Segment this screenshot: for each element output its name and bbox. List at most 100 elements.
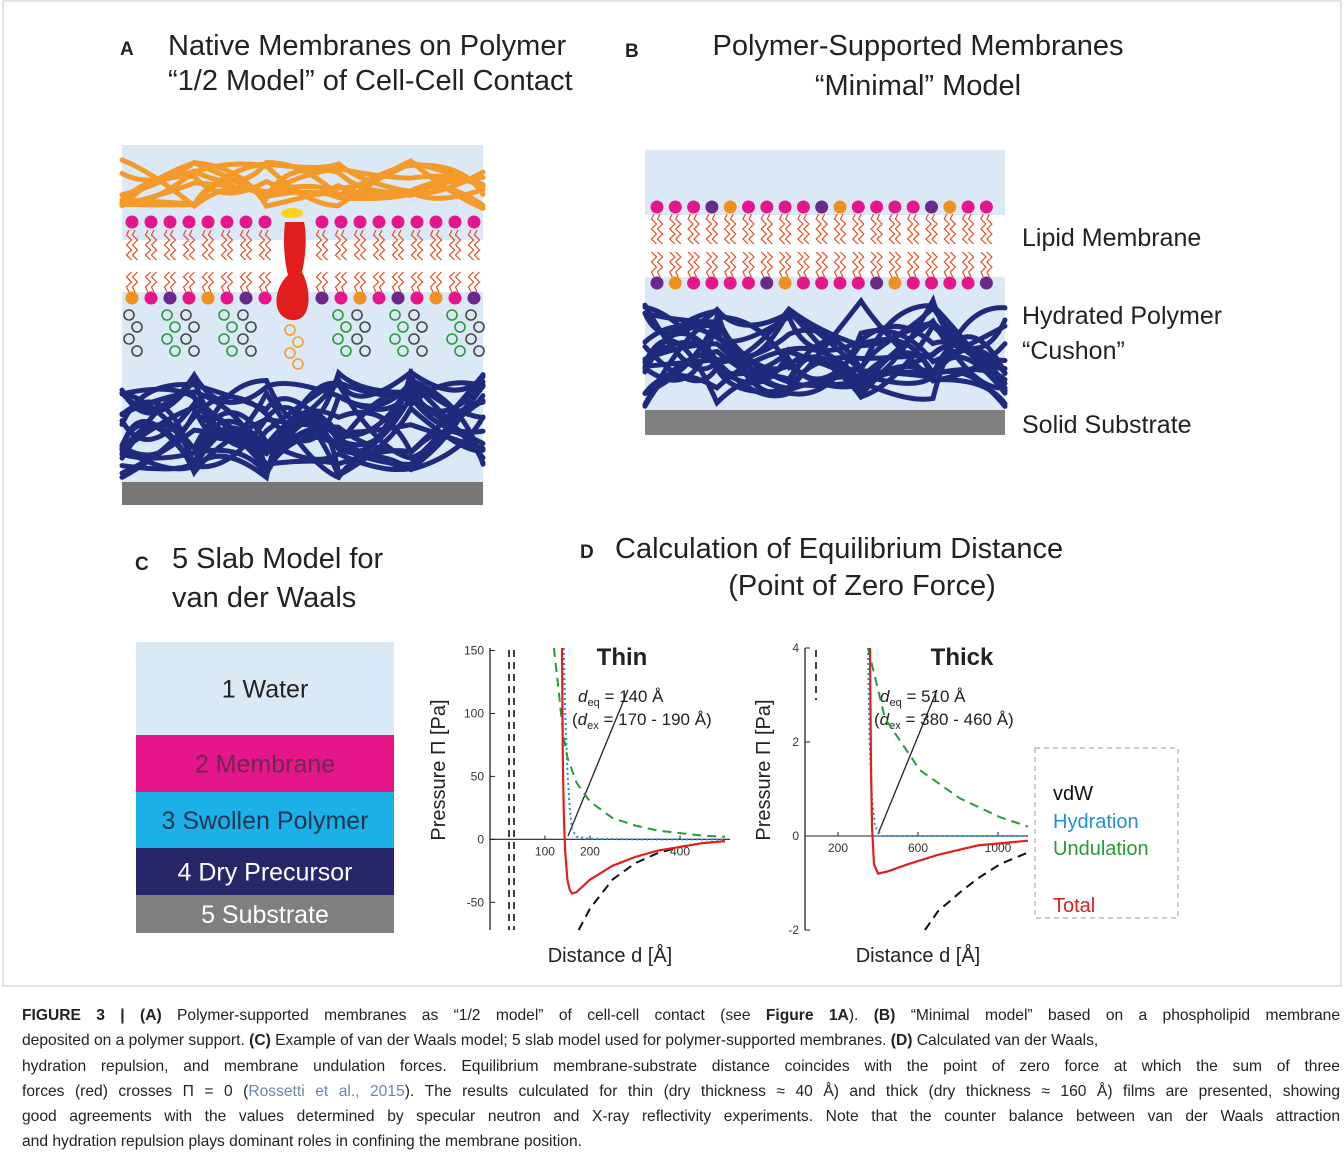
protein-cap <box>281 208 303 218</box>
lipid-head <box>906 200 920 214</box>
lipid-tail <box>467 229 475 261</box>
lipid-head <box>163 215 177 229</box>
lipid-tail <box>650 213 658 245</box>
lipid-head <box>742 276 755 290</box>
lipid-tail <box>857 251 865 278</box>
y-axis-label: Pressure Π [Pa] <box>753 699 775 840</box>
lipid-tail <box>766 213 774 245</box>
lipid-tail <box>416 271 424 293</box>
caption-line: hydration repulsion, and membrane undula… <box>22 1054 1340 1079</box>
series-line <box>560 647 726 895</box>
caption: FIGURE 3 | (A) Polymer-supported membran… <box>22 1003 1340 1155</box>
caption-line: FIGURE 3 | (A) Polymer-supported membran… <box>22 1003 1340 1028</box>
lipid-tail <box>188 229 196 261</box>
y-tick-label: 0 <box>792 829 799 843</box>
lipid-head <box>391 291 405 305</box>
lipid-head <box>961 276 975 290</box>
lipid-tail <box>711 213 719 245</box>
lipid-head <box>182 291 196 305</box>
caption-text: Polymer-supported membranes as “1/2 mode… <box>161 1007 766 1024</box>
lipid-tail <box>315 229 323 261</box>
lipid-tail <box>454 229 462 261</box>
lipid-tail <box>723 251 731 278</box>
lipid-head <box>315 215 329 229</box>
x-tick-label: 600 <box>908 841 928 855</box>
sugar-ring <box>351 333 363 345</box>
lipid-tail <box>429 271 437 293</box>
annotation-text: = 170 - 190 Å) <box>599 710 712 729</box>
lipid-head <box>815 276 829 290</box>
lipid-tail <box>182 229 190 261</box>
lipid-tail <box>163 229 171 261</box>
series-line <box>868 647 1029 875</box>
lipid-head <box>851 200 865 214</box>
layer-label: Hydrated Polymer <box>1022 302 1222 330</box>
slab <box>136 735 394 792</box>
lipid-head <box>353 291 367 305</box>
polymer-chain <box>119 368 486 448</box>
lipid-head <box>870 200 884 214</box>
annotation-pointer <box>567 689 629 837</box>
lipid-head <box>334 291 348 305</box>
lipid-tail <box>144 271 152 293</box>
caption-line: good agreements with the values determin… <box>22 1104 1340 1129</box>
lipid-tail <box>144 229 152 261</box>
lipid-tail <box>851 213 859 245</box>
lipid-tail <box>833 251 841 278</box>
lipid-head <box>888 276 902 290</box>
sugar-ring <box>446 309 458 321</box>
lipid-tail <box>742 251 749 278</box>
panel-title: van der Waals <box>172 582 356 614</box>
lipid-head <box>925 200 938 214</box>
protein <box>276 222 309 321</box>
lipid-head <box>742 200 755 214</box>
lipid-tail <box>448 271 456 293</box>
annotation-text: ( <box>874 710 880 729</box>
lipid-tail <box>943 213 951 245</box>
lipid-tail <box>803 213 810 245</box>
lipid-tail <box>870 213 877 245</box>
caption-link[interactable]: Rossetti et al., 2015 <box>248 1082 405 1100</box>
lipid-tail <box>182 271 190 293</box>
lipid-tail <box>687 251 694 278</box>
sugar-ring <box>340 321 352 333</box>
lipid-head <box>833 276 847 290</box>
lipid-tail <box>169 271 177 293</box>
lipid-tail <box>125 271 133 293</box>
chart-title: Thin <box>597 644 648 671</box>
caption-text: deposited on a polymer support. <box>22 1032 250 1050</box>
annotation: deq = 510 Å <box>880 687 966 709</box>
sugar-ring <box>226 321 238 333</box>
lipid-head <box>429 291 443 305</box>
x-tick-label: 200 <box>828 841 848 855</box>
sugar-ring <box>226 345 238 357</box>
sugar-ring <box>397 345 409 357</box>
slab-label: 4 Dry Precursor <box>177 859 352 887</box>
sugar-ring <box>465 309 477 321</box>
slab-label: 1 Water <box>222 676 309 704</box>
y-tick-label: 0 <box>477 832 484 846</box>
lipid-tail <box>821 213 829 245</box>
panel-label: B <box>625 41 639 62</box>
polymer-chain <box>119 399 486 467</box>
lipid-tail <box>448 229 456 261</box>
sugar-ring <box>332 333 344 345</box>
sugar-ring <box>218 309 230 321</box>
sugar-ring <box>408 309 420 321</box>
y-tick-label: 150 <box>464 644 484 658</box>
layer-label: “Cushon” <box>1022 337 1125 365</box>
lipid-tail <box>656 251 664 278</box>
lipid-tail <box>359 271 367 293</box>
sugar-ring <box>123 333 135 345</box>
lipid-head <box>258 291 272 305</box>
lipid-tail <box>986 213 993 245</box>
sugar-ring <box>340 345 352 357</box>
caption-line: deposited on a polymer support. (C) Exam… <box>22 1028 1340 1053</box>
lipid-head <box>961 200 975 214</box>
slab <box>136 642 394 735</box>
sugar-ring <box>180 333 192 345</box>
lipid-tail <box>784 213 792 245</box>
lipid-head <box>467 215 481 229</box>
series-line <box>577 840 726 931</box>
lipid-tail <box>245 229 253 261</box>
